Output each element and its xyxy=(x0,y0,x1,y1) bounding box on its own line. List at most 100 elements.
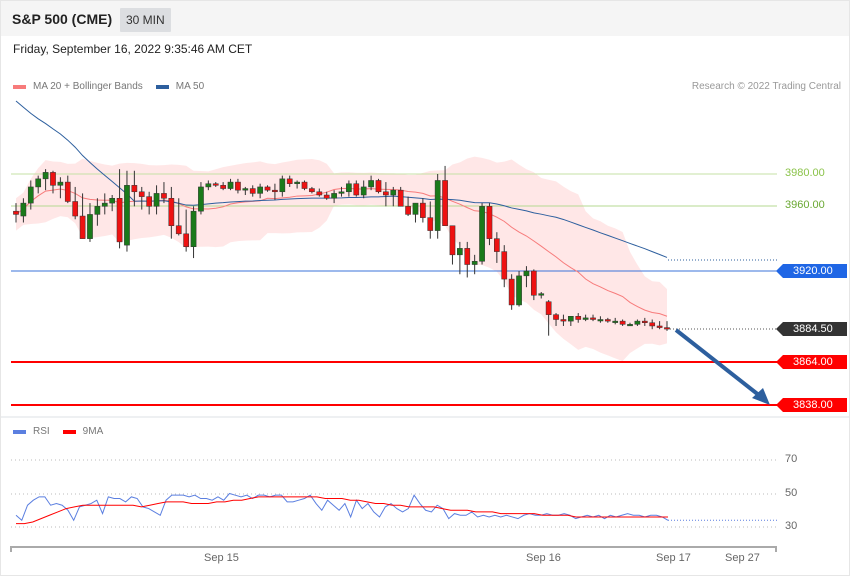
bearish-candle xyxy=(464,248,471,265)
instrument-title: S&P 500 (CME) xyxy=(12,11,113,27)
bearish-candle xyxy=(375,180,382,193)
bullish-candle xyxy=(434,180,441,231)
bearish-candle xyxy=(212,183,219,186)
legend-item-rsi: RSI xyxy=(13,426,50,437)
copyright: Research © 2022 Trading Central xyxy=(691,81,841,92)
bearish-candle xyxy=(161,193,167,199)
rsi-legend: RSI 9MA xyxy=(13,426,116,437)
x-tick-label: Sep 27 xyxy=(725,552,760,564)
bearish-candle xyxy=(183,233,189,247)
bearish-candle xyxy=(656,325,663,328)
bearish-candle xyxy=(79,215,86,239)
level-label-resistance-minor: 3980.00 xyxy=(785,167,825,179)
legend-label: MA 50 xyxy=(175,81,205,92)
bearish-candle xyxy=(649,322,656,327)
timestamp: Friday, September 16, 2022 9:35:46 AM CE… xyxy=(13,42,253,56)
legend-item-9ma: 9MA xyxy=(62,426,104,437)
bullish-candle xyxy=(190,210,197,247)
bearish-candle xyxy=(575,316,582,320)
bearish-candle xyxy=(486,206,493,239)
bullish-candle xyxy=(612,320,619,323)
bearish-candle xyxy=(13,210,19,215)
bullish-candle xyxy=(338,191,345,194)
legend-label: RSI xyxy=(33,426,50,437)
level-label-resistance-minor: 3960.00 xyxy=(785,199,825,211)
chart-header: S&P 500 (CME) 30 MIN xyxy=(1,1,849,36)
bullish-candle xyxy=(294,181,300,184)
bearish-candle xyxy=(175,225,182,235)
bearish-candle xyxy=(309,188,315,193)
level-label-support: 3838.00 xyxy=(776,398,847,412)
bearish-candle xyxy=(272,189,278,193)
bearish-candle xyxy=(146,196,152,207)
bullish-candle xyxy=(87,214,93,239)
bearish-candle xyxy=(420,202,426,218)
x-tick-label: Sep 16 xyxy=(526,552,561,564)
arrow-head-icon xyxy=(752,388,770,405)
bearish-candle xyxy=(449,225,456,256)
bearish-candle xyxy=(560,319,567,322)
bullish-candle xyxy=(257,186,263,194)
bullish-candle xyxy=(198,186,204,212)
bearish-candle xyxy=(220,185,226,189)
price-legend: MA 20 + Bollinger Bands MA 50 xyxy=(13,81,217,92)
bearish-candle xyxy=(249,188,256,194)
legend-label: MA 20 + Bollinger Bands xyxy=(33,81,143,92)
bullish-candle xyxy=(109,198,116,204)
ma20-swatch-icon xyxy=(13,84,26,89)
bullish-candle xyxy=(205,183,212,188)
bearish-candle xyxy=(553,314,559,320)
bearish-candle xyxy=(405,206,411,215)
bearish-candle xyxy=(508,278,515,306)
bearish-candle xyxy=(323,194,330,199)
legend-item-ma20: MA 20 + Bollinger Bands xyxy=(13,81,143,92)
bullish-candle xyxy=(471,261,478,265)
timeframe-badge[interactable]: 30 MIN xyxy=(120,8,171,32)
pane-divider[interactable] xyxy=(1,416,849,418)
bullish-candle xyxy=(567,316,574,322)
bullish-candle xyxy=(538,293,545,296)
bearish-candle xyxy=(64,181,71,202)
bullish-candle xyxy=(35,178,42,188)
ma50-swatch-icon xyxy=(155,84,169,89)
bearish-candle xyxy=(501,251,508,280)
bullish-candle xyxy=(360,186,367,196)
bullish-candle xyxy=(242,188,249,191)
bearish-candle xyxy=(131,185,138,193)
bearish-candle xyxy=(235,181,241,191)
bearish-candle xyxy=(545,301,552,315)
legend-item-ma50: MA 50 xyxy=(155,81,205,92)
legend-label: 9MA xyxy=(82,426,104,437)
bullish-candle xyxy=(627,324,633,327)
bullish-candle xyxy=(457,248,463,256)
bearish-candle xyxy=(168,198,175,226)
bearish-candle xyxy=(442,180,448,226)
bearish-candle xyxy=(664,327,670,330)
bullish-candle xyxy=(42,172,49,180)
bearish-candle xyxy=(397,189,404,207)
bullish-candle xyxy=(27,186,34,204)
bullish-candle xyxy=(153,193,160,207)
bearish-candle xyxy=(116,198,123,243)
rsi-swatch-icon xyxy=(13,429,26,434)
bullish-candle xyxy=(479,206,485,262)
bullish-candle xyxy=(390,189,397,196)
bearish-candle xyxy=(494,238,500,252)
bullish-candle xyxy=(412,202,419,215)
bearish-candle xyxy=(353,183,360,196)
bearish-candle xyxy=(50,172,56,186)
bearish-candle xyxy=(138,191,145,197)
bearish-candle xyxy=(383,191,389,196)
bullish-candle xyxy=(523,270,530,277)
bearish-candle xyxy=(286,178,293,184)
bullish-candle xyxy=(20,202,27,217)
bearish-candle xyxy=(301,181,308,189)
bullish-candle xyxy=(101,202,108,207)
bullish-candle xyxy=(279,178,286,193)
bullish-candle xyxy=(124,185,130,246)
bearish-candle xyxy=(427,217,434,231)
bullish-candle xyxy=(516,275,522,306)
rsi-9ma-line xyxy=(16,496,668,525)
level-label-pivot: 3920.00 xyxy=(776,264,847,278)
